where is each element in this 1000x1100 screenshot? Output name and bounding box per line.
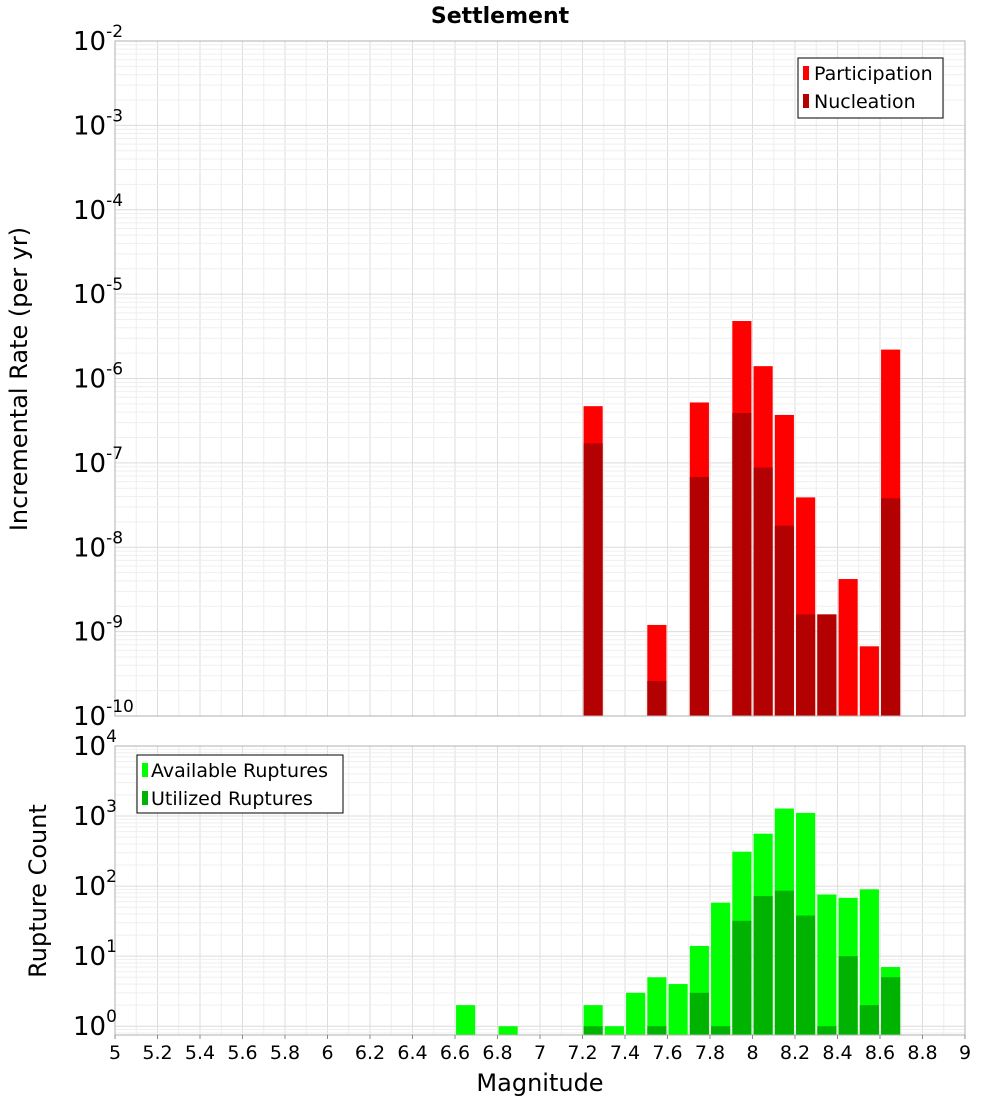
y-tick-label: 10-7 (73, 444, 123, 479)
y-tick-label: 103 (73, 797, 117, 832)
rate-y-axis-label: Incremental Rate (per yr) (5, 227, 33, 531)
rate-legend: Participation Nucleation (797, 57, 944, 119)
x-tick-label: 7.4 (610, 1042, 640, 1064)
bar-overlay-7-25 (583, 443, 603, 716)
x-tick-label: 8.2 (780, 1042, 810, 1064)
y-tick-label: 10-10 (73, 697, 134, 732)
bar-overlay-8-15 (774, 890, 794, 1035)
x-tick-label: 8.8 (907, 1042, 937, 1064)
legend-swatch-available (142, 763, 148, 777)
bar-overlay-8-15 (774, 525, 794, 716)
x-tick-label: 5 (109, 1042, 121, 1064)
bar-overlay-8-65 (881, 977, 901, 1035)
bar-7-85 (711, 902, 731, 1035)
x-tick-label: 5.6 (227, 1042, 257, 1064)
bar-overlay-8-05 (753, 467, 773, 716)
x-tick-label: 6.2 (355, 1042, 385, 1064)
legend-swatch-utilized (142, 791, 148, 805)
bar-8-45 (838, 579, 858, 716)
count-bars (456, 808, 901, 1035)
rate-plot-frame (114, 40, 966, 717)
bar-overlay-8-65 (881, 498, 901, 716)
count-legend: Available Ruptures Utilized Ruptures (136, 754, 344, 814)
count-panel: 100 101 102 103 104 5 5.2 5.4 5.6 5.8 6 6.2 6.4 6.6 6… (24, 727, 971, 1097)
bar-6-65 (456, 1005, 476, 1035)
rate-panel: 10-10 10-9 10-8 10-7 10-6 10-5 10-4 10-3 10-2 In… (5, 22, 966, 732)
x-tick-label: 7 (534, 1042, 546, 1064)
y-tick-label: 10-8 (73, 528, 123, 563)
x-axis-label: Magnitude (476, 1069, 603, 1097)
bar-8-35 (817, 894, 837, 1035)
bar-overlay-7-95 (732, 413, 752, 716)
chart-title: Settlement (431, 4, 570, 29)
bar-overlay-8-55 (859, 1005, 879, 1035)
legend-label-available: Available Ruptures (151, 760, 328, 782)
bar-8-55 (859, 646, 879, 716)
bar-7-45 (626, 992, 646, 1035)
x-tick-label: 6.8 (482, 1042, 512, 1064)
bar-overlay-7-75 (689, 992, 709, 1035)
rate-legend-box (797, 57, 944, 119)
bar-overlay-7-55 (647, 1026, 667, 1035)
count-legend-box (136, 754, 344, 814)
bar-overlay-8-45 (838, 956, 858, 1035)
legend-label-participation: Participation (814, 63, 933, 85)
x-tick-label: 6.4 (397, 1042, 427, 1064)
x-tick-label: 7.6 (652, 1042, 682, 1064)
bar-7-35 (604, 1026, 624, 1035)
legend-label-nucleation: Nucleation (814, 91, 916, 113)
y-tick-label: 101 (73, 937, 117, 972)
y-tick-label: 100 (73, 1007, 117, 1042)
bar-overlay-8-05 (753, 896, 773, 1035)
bar-7-65 (668, 984, 688, 1035)
x-tick-label: 5.2 (142, 1042, 172, 1064)
count-y-axis-label: Rupture Count (24, 804, 52, 978)
x-tick-label: 9 (959, 1042, 971, 1064)
y-tick-label: 10-2 (73, 22, 123, 57)
x-ticks: 5 5.2 5.4 5.6 5.8 6 6.2 6.4 6.6 6.8 7 7.2 7.4 7.6 7.8 8… (109, 1035, 971, 1064)
bar-overlay-7-75 (689, 477, 709, 716)
legend-swatch-participation (803, 66, 809, 80)
x-tick-label: 7.8 (695, 1042, 725, 1064)
y-tick-label: 10-4 (73, 191, 123, 226)
y-tick-label: 10-9 (73, 613, 123, 648)
x-tick-label: 6.6 (440, 1042, 470, 1064)
y-tick-label: 10-6 (73, 360, 123, 395)
legend-swatch-nucleation (803, 94, 809, 108)
bar-7-55 (647, 977, 667, 1035)
y-tick-label: 102 (73, 867, 117, 902)
bar-overlay-8-35 (817, 1026, 837, 1035)
x-tick-label: 5.8 (270, 1042, 300, 1064)
x-tick-label: 8.6 (865, 1042, 895, 1064)
bar-overlay-8-35 (817, 614, 837, 716)
legend-label-utilized: Utilized Ruptures (151, 788, 313, 810)
x-tick-label: 5.4 (185, 1042, 215, 1064)
x-tick-label: 6 (321, 1042, 333, 1064)
bar-overlay-7-25 (583, 1026, 603, 1035)
rate-grid (115, 40, 965, 717)
rate-bars (583, 321, 901, 716)
bar-6-85 (498, 1026, 518, 1035)
x-tick-label: 8 (746, 1042, 758, 1064)
bar-overlay-7-85 (711, 1026, 731, 1035)
bar-8-55 (859, 889, 879, 1035)
rate-y-ticks: 10-10 10-9 10-8 10-7 10-6 10-5 10-4 10-3 10-2 (73, 22, 134, 732)
bar-overlay-7-95 (732, 920, 752, 1035)
y-tick-label: 10-5 (73, 275, 123, 310)
y-tick-label: 10-3 (73, 106, 123, 141)
bar-overlay-8-25 (796, 614, 816, 716)
bar-overlay-7-55 (647, 680, 667, 716)
bar-overlay-8-25 (796, 915, 816, 1035)
count-y-ticks: 100 101 102 103 104 (73, 727, 117, 1042)
x-tick-label: 8.4 (822, 1042, 852, 1064)
y-tick-label: 104 (73, 727, 117, 762)
x-tick-label: 7.2 (567, 1042, 597, 1064)
